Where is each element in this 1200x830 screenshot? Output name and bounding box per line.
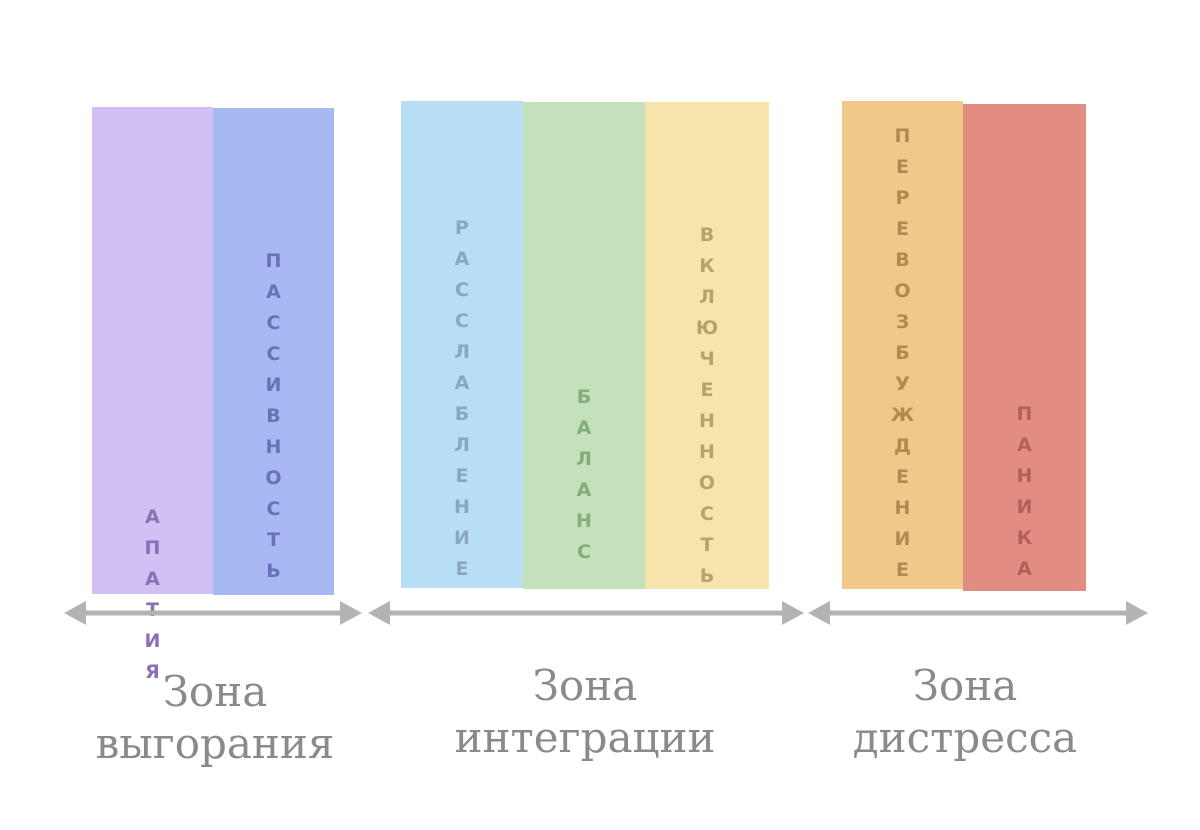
bar-letter: П [894,125,911,147]
bar-letter: Р [455,217,469,239]
bar-letter: Н [894,497,911,519]
bar-letter: А [145,506,160,528]
bar-letter: Д [894,435,911,457]
bar-letter: К [1016,527,1033,549]
bar-letter: Н [265,436,282,458]
bar-letter: С [455,279,469,301]
bar-letter: А [266,281,281,303]
bar-letter: Б [454,403,470,425]
bar-letter: Л [454,434,470,456]
bar-letter: П [1016,403,1033,425]
bar-letter: Н [1016,465,1033,487]
bar-letter: Ч [699,348,715,370]
zone-label-burnout-line2: выгорания [95,719,335,768]
bar-letter: Р [895,187,910,209]
bar-letter: П [144,537,161,559]
bar-letter: Т [700,534,714,556]
bar-letter: В [266,405,281,427]
bar-letter: А [454,372,470,394]
zone-label-integration-line2: интеграции [454,713,716,762]
bar-letter: П [265,250,282,272]
bar-letter: Е [700,379,714,401]
bar-letter: Л [454,341,470,363]
bar-letter: Е [896,218,909,240]
bar-letter: В [699,224,715,246]
bar-letter: Е [455,465,469,487]
bar-letter: Б [895,342,910,364]
bar-letter: И [1016,496,1033,518]
bar-letter: О [698,472,716,494]
bar-letter: И [144,630,161,652]
double-arrow-distress [808,601,1148,625]
zone-label-distress-line1: Зона [912,661,1018,710]
zone-label-distress: Зона дистресса [800,660,1130,764]
bar-letter: С [266,343,281,365]
bar-letter: Л [699,286,715,308]
bar-letter: И [265,374,282,396]
bar-letter: И [454,527,470,549]
bar-letter: О [265,467,282,489]
bar-letter: Б [576,386,592,408]
bar-letter: К [699,255,715,277]
bar-letter: Я [145,661,160,683]
bar-letter: Н [699,441,715,463]
bar-letter: А [1017,558,1032,580]
double-arrow-integration [368,601,804,625]
bar-letter: Ь [266,560,281,582]
bar-letter: З [895,311,910,333]
bar-letter: А [576,479,592,501]
zone-label-integration: Зона интеграции [420,660,750,764]
zone-label-burnout: Зона выгорания [50,666,380,770]
bar-letter: Е [896,156,909,178]
bar-letter: Ь [699,565,715,587]
bar-letter: А [576,417,592,439]
bar-letter: В [895,249,910,271]
bar-letter: У [895,373,910,395]
bar-letter: С [266,312,281,334]
bar-letter: И [894,528,911,550]
bar-letter: Е [455,558,469,580]
bar-letter: Н [454,496,470,518]
bar-letter: А [145,568,160,590]
bar-letter: Ю [695,317,719,339]
bar-letter: Т [267,529,280,551]
bar-letter: С [700,503,714,525]
double-arrow-burnout [64,601,362,625]
bar-letter: Е [896,466,909,488]
zone-label-burnout-line1: Зона [162,667,268,716]
bar-letter: Л [576,448,592,470]
bar-letter: С [266,498,281,520]
bar-letter: Н [699,410,715,432]
bar-letter: А [454,248,470,270]
bar-letter: Н [576,510,592,532]
bar-letter: О [894,280,911,302]
bar-letter: С [577,541,591,563]
zone-label-distress-line2: дистресса [852,713,1078,762]
bar-letter: Ж [890,404,915,426]
bar-letter: Е [896,559,909,581]
zone-label-integration-line1: Зона [532,661,638,710]
bar-letter: С [455,310,469,332]
bar-letter: А [1017,434,1032,456]
